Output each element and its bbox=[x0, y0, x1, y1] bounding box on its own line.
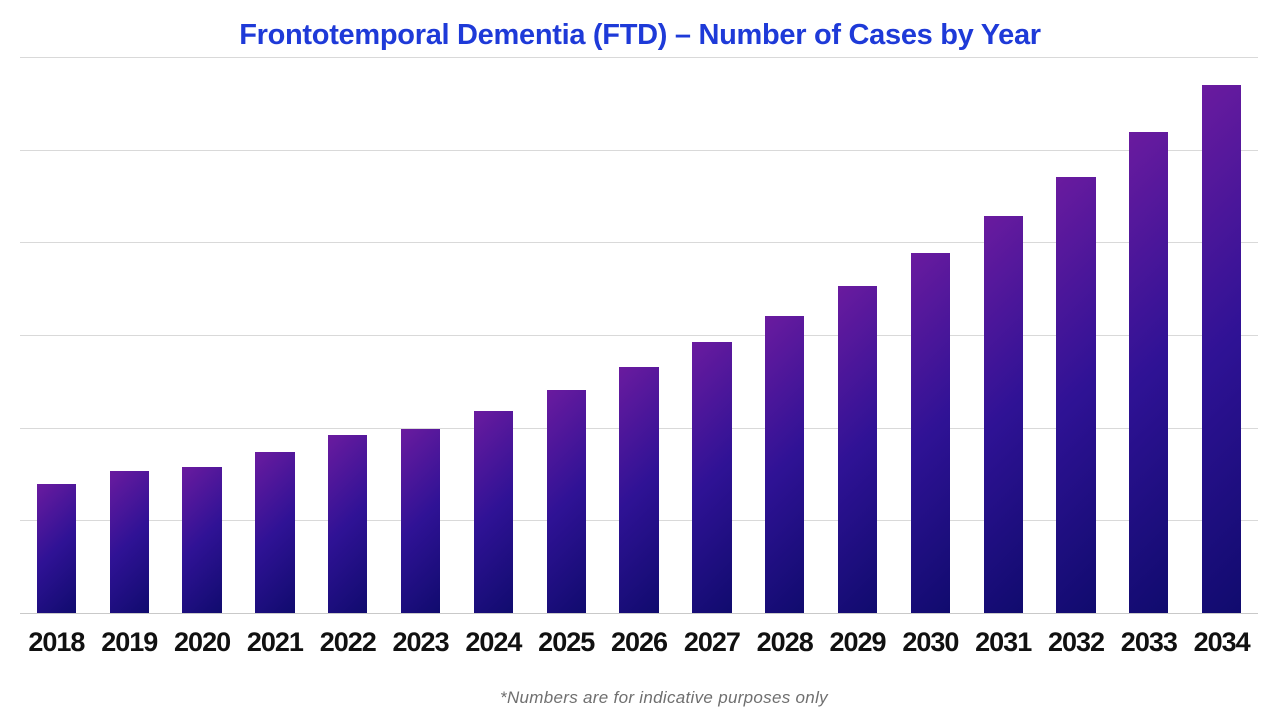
bar-2024 bbox=[473, 411, 514, 613]
bar-2025 bbox=[546, 389, 586, 613]
x-tick-label-2024: 2024 bbox=[465, 627, 522, 657]
x-tick-label-2032: 2032 bbox=[1047, 627, 1105, 657]
bar-2029 bbox=[837, 285, 878, 613]
bar-2026 bbox=[619, 367, 659, 613]
x-tick-label-2026: 2026 bbox=[611, 627, 668, 657]
x-tick-label-2018: 2018 bbox=[28, 627, 85, 657]
bar-cell-2034 bbox=[1185, 57, 1258, 613]
bar-2022 bbox=[328, 435, 368, 613]
x-tick-label-2025: 2025 bbox=[538, 627, 595, 657]
bar-2021 bbox=[255, 451, 295, 613]
bar-2020 bbox=[182, 466, 222, 613]
gridline bbox=[20, 149, 1258, 151]
gridline bbox=[20, 242, 1258, 244]
bar-2018 bbox=[36, 484, 77, 613]
x-tick-label-2030: 2030 bbox=[902, 627, 959, 657]
gridline bbox=[20, 335, 1258, 336]
bar-cell-2025 bbox=[530, 57, 603, 613]
bar-2019 bbox=[109, 471, 149, 613]
gridline bbox=[20, 57, 1258, 58]
bar-2027 bbox=[692, 342, 732, 613]
bar-cell-2028 bbox=[748, 57, 821, 613]
bar-cell-2033 bbox=[1112, 57, 1185, 613]
bar-cell-2029 bbox=[821, 57, 894, 613]
x-tick-label-2031: 2031 bbox=[975, 627, 1032, 657]
bar-cell-2018 bbox=[20, 57, 93, 613]
bar-cell-2024 bbox=[457, 57, 530, 613]
bar-cell-2031 bbox=[967, 57, 1040, 613]
x-tick-label-2027: 2027 bbox=[683, 627, 741, 657]
x-axis-tick-labels: 2018 2019 2020 2021 2022 2023 2024 2025 2026 2027… bbox=[20, 627, 1258, 658]
x-tick-label-2021: 2021 bbox=[246, 627, 304, 657]
bar-cell-2027 bbox=[675, 57, 748, 613]
x-tick-label-2019: 2019 bbox=[101, 627, 158, 657]
bar-cell-2020 bbox=[166, 57, 239, 613]
bar-2034 bbox=[1202, 84, 1242, 613]
bar-2031 bbox=[983, 216, 1023, 613]
x-tick-label-2034: 2034 bbox=[1193, 627, 1251, 657]
footnote: *Numbers are for indicative purposes onl… bbox=[500, 688, 828, 707]
bar-cell-2023 bbox=[384, 57, 457, 613]
plot-area bbox=[20, 57, 1258, 614]
bar-2030 bbox=[910, 252, 950, 613]
bar-cell-2019 bbox=[93, 57, 166, 613]
bar-2033 bbox=[1129, 132, 1169, 613]
bar-2032 bbox=[1056, 176, 1096, 613]
chart-title: Frontotemporal Dementia (FTD) – Number o… bbox=[239, 19, 1041, 51]
bar-2023 bbox=[400, 428, 441, 613]
x-tick-label-2023: 2023 bbox=[392, 627, 450, 657]
x-tick-label-2028: 2028 bbox=[756, 627, 814, 657]
x-tick-label-2029: 2029 bbox=[829, 627, 886, 657]
bar-2028 bbox=[765, 315, 805, 613]
x-tick-label-2022: 2022 bbox=[319, 627, 377, 657]
bar-cell-2026 bbox=[603, 57, 676, 613]
bar-cell-2022 bbox=[311, 57, 384, 613]
bar-series bbox=[20, 57, 1258, 613]
x-tick-label-2033: 2033 bbox=[1120, 627, 1178, 657]
bar-cell-2030 bbox=[894, 57, 967, 613]
bar-cell-2032 bbox=[1040, 57, 1113, 613]
x-axis-line bbox=[20, 613, 1258, 614]
bar-cell-2021 bbox=[238, 57, 311, 613]
x-tick-label-2020: 2020 bbox=[174, 627, 231, 657]
